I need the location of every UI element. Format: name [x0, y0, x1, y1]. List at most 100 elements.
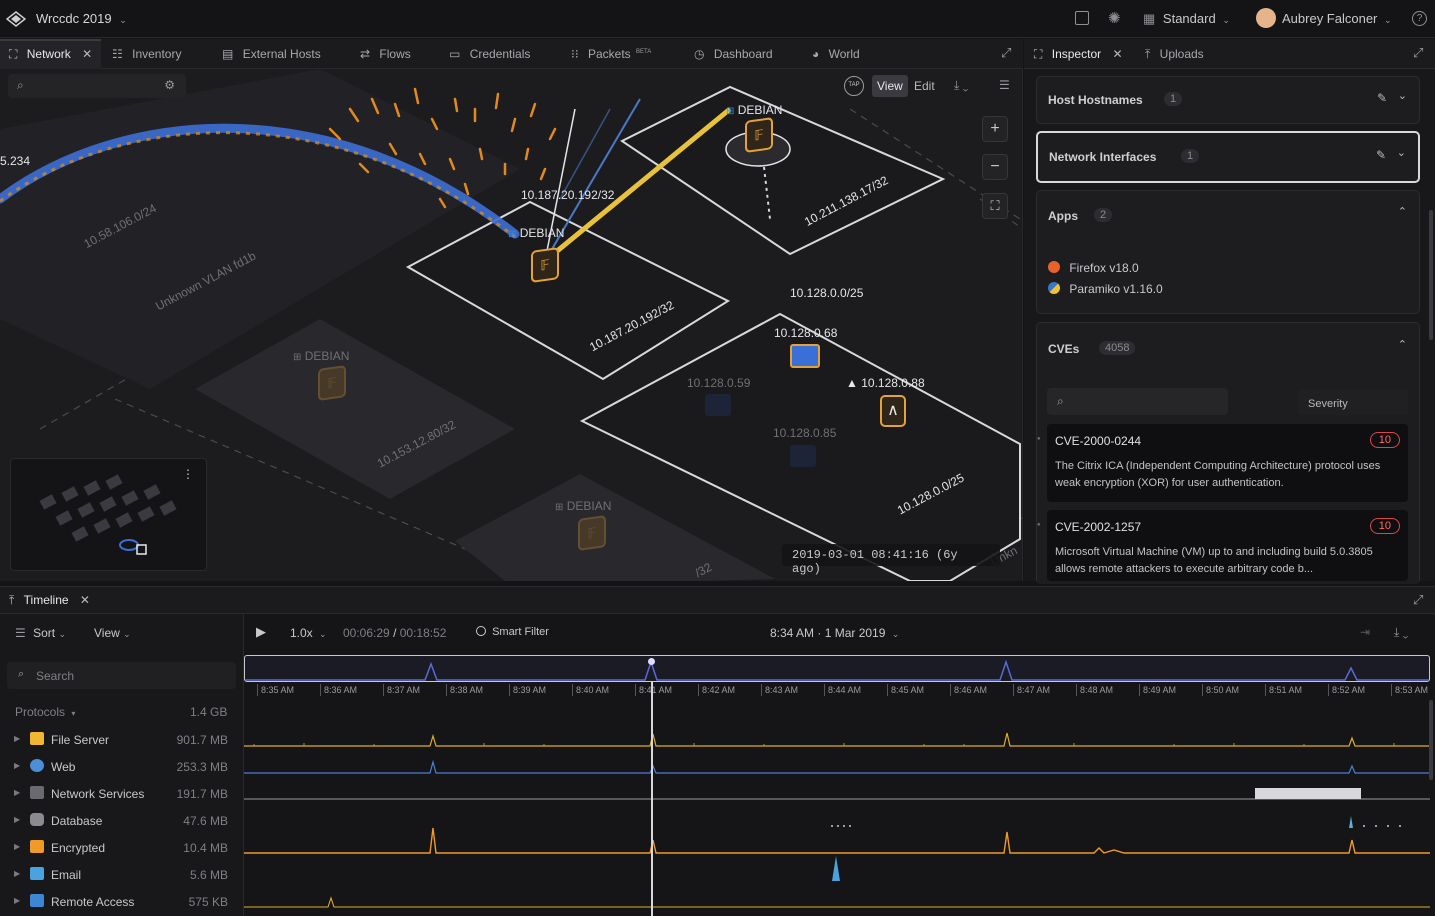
- fit-range-icon[interactable]: ⇥: [1360, 625, 1371, 639]
- close-icon[interactable]: ✕: [1112, 47, 1123, 61]
- timeline-scrollbar[interactable]: [1429, 700, 1433, 780]
- protocol-row[interactable]: ▶ File Server 901.7 MB: [0, 727, 244, 753]
- edit-mode-button[interactable]: Edit: [914, 79, 935, 93]
- expand-arrow-icon[interactable]: ▶: [14, 815, 21, 824]
- network-map[interactable]: 𝔽 𝔽 𝔽 𝔽 ∧ 5.234 10.58.106.0/24 Unknown V…: [0, 69, 1023, 581]
- current-time-selector[interactable]: 8:34 AM · 1 Mar 2019 ⌄: [770, 626, 899, 640]
- tab-inspector[interactable]: ⛶ Inspector ✕: [1034, 47, 1123, 62]
- play-box-icon[interactable]: [1075, 11, 1089, 25]
- cve-item[interactable]: CVE-2002-1257 10 Microsoft Virtual Machi…: [1047, 510, 1408, 581]
- search-icon: ⌕: [1057, 394, 1064, 408]
- encrypted-series: [244, 827, 1430, 854]
- expand-arrow-icon[interactable]: ▶: [14, 842, 21, 851]
- minimap[interactable]: ⋮: [10, 458, 207, 571]
- tab-network-active-background: [0, 39, 101, 69]
- host-debian-10-187[interactable]: 𝔽: [531, 247, 559, 283]
- severity-sort-header[interactable]: Severity: [1298, 389, 1408, 415]
- expand-arrow-icon[interactable]: ▶: [14, 734, 21, 743]
- play-button[interactable]: ▶: [256, 624, 266, 639]
- web-series: [244, 759, 1430, 774]
- timeline-search-input[interactable]: ⌕ Search: [7, 662, 236, 689]
- protocol-row[interactable]: ▶ Web 253.3 MB: [0, 754, 244, 780]
- download-icon[interactable]: ⤓ ⌄: [1394, 625, 1409, 639]
- edit-icon[interactable]: ✎: [1375, 148, 1386, 162]
- edit-icon[interactable]: ✎: [1376, 91, 1387, 105]
- cluster-icon[interactable]: ✺: [1108, 10, 1121, 27]
- protocol-size: 10.4 MB: [183, 841, 228, 855]
- inspector-scrollbar[interactable]: [1429, 210, 1433, 340]
- network-interfaces-card[interactable]: Network Interfaces 1 ✎ ⌄: [1036, 131, 1420, 183]
- chevron-down-icon: ⌄: [891, 629, 900, 639]
- cve-item[interactable]: CVE-2000-0244 10 The Citrix ICA (Indepen…: [1047, 424, 1408, 502]
- sort-menu[interactable]: ☰ Sort ⌄: [15, 626, 66, 640]
- download-icon[interactable]: ⤓ ⌄: [954, 78, 969, 92]
- help-icon[interactable]: ?: [1412, 11, 1427, 26]
- chevron-up-icon[interactable]: ⌃: [1397, 206, 1407, 218]
- tab-dashboard[interactable]: ◷ Dashboard: [694, 47, 773, 61]
- tab-inventory[interactable]: ☷ Inventory: [112, 47, 181, 61]
- tab-external-hosts[interactable]: ▤ External Hosts: [222, 47, 321, 61]
- user-menu[interactable]: Aubrey Falconer ⌄: [1282, 11, 1392, 26]
- tab-packets[interactable]: ⁝⁝ Packets BETA: [571, 47, 651, 61]
- app-logo-icon[interactable]: [6, 11, 26, 27]
- app-item[interactable]: Firefox v18.0: [1048, 261, 1139, 275]
- tab-flows[interactable]: ⇄ Flows: [360, 47, 411, 61]
- timeline-overview-brush[interactable]: [244, 655, 1430, 682]
- close-icon[interactable]: ✕: [82, 47, 93, 61]
- protocol-row[interactable]: ▶ Encrypted 10.4 MB: [0, 835, 244, 861]
- protocol-row[interactable]: ▶ Network Services 191.7 MB: [0, 781, 244, 807]
- layers-icon[interactable]: ☰: [999, 78, 1010, 92]
- host-hostnames-card[interactable]: Host Hostnames 1 ✎ ⌄: [1036, 76, 1420, 124]
- workspace-selector[interactable]: Wrccdc 2019 ⌄: [36, 11, 127, 26]
- map-search-input[interactable]: ⌕ ⚙: [8, 74, 186, 98]
- protocols-header[interactable]: Protocols ▾: [15, 705, 75, 719]
- apps-card[interactable]: Apps 2 ⌃ Firefox v18.0 Paramiko v1.16.0: [1036, 190, 1420, 314]
- expand-arrow-icon[interactable]: ▶: [14, 788, 21, 797]
- zoom-in-button[interactable]: +: [982, 116, 1008, 142]
- tab-credentials[interactable]: ▭ Credentials: [449, 47, 530, 61]
- avatar[interactable]: [1256, 8, 1276, 28]
- smart-filter-toggle[interactable]: Smart Filter: [476, 626, 549, 638]
- layout-mode-selector[interactable]: ▦ Standard ⌄: [1143, 11, 1230, 27]
- protocol-row[interactable]: ▶ Email 5.6 MB: [0, 862, 244, 888]
- protocol-traffic-chart[interactable]: [244, 700, 1435, 916]
- host-10-128-0-88[interactable]: ∧: [880, 395, 906, 427]
- tab-world[interactable]: ◕ World: [812, 47, 860, 61]
- tab-timeline[interactable]: ⤒ Timeline ✕: [9, 593, 90, 608]
- lock-icon: [30, 840, 44, 853]
- host-debian-bottom[interactable]: 𝔽: [578, 515, 606, 551]
- host-10-128-0-85[interactable]: [790, 445, 816, 467]
- playhead-handle[interactable]: [648, 658, 655, 665]
- expand-icon[interactable]: ⤢: [1413, 45, 1424, 60]
- tab-network[interactable]: ⛶ Network ✕: [9, 47, 92, 62]
- expand-icon[interactable]: ⤢: [1001, 45, 1012, 60]
- chevron-down-icon[interactable]: ⌄: [1397, 90, 1407, 102]
- zoom-out-button[interactable]: −: [982, 154, 1008, 180]
- playhead-line[interactable]: [651, 682, 653, 916]
- protocol-row[interactable]: ▶ Remote Access 575 KB: [0, 889, 244, 915]
- expand-arrow-icon[interactable]: ▶: [14, 896, 21, 905]
- tab-uploads[interactable]: ⤒ Uploads: [1145, 47, 1204, 62]
- cve-search-input[interactable]: ⌕: [1047, 388, 1228, 415]
- view-label: View: [94, 626, 120, 640]
- close-icon[interactable]: ✕: [79, 593, 90, 607]
- chevron-down-icon: ⌄: [119, 15, 127, 25]
- host-debian-10-153[interactable]: 𝔽: [318, 365, 346, 401]
- fit-view-button[interactable]: ⛶: [982, 193, 1008, 219]
- view-mode-button[interactable]: View: [872, 75, 908, 97]
- host-10-128-0-59[interactable]: [705, 394, 731, 416]
- tap-button[interactable]: TAP: [844, 76, 864, 96]
- host-10-128-0-68[interactable]: [790, 344, 820, 368]
- speed-selector[interactable]: 1.0x ⌄: [290, 626, 327, 640]
- host-debian-10-211[interactable]: 𝔽: [745, 117, 773, 153]
- protocol-row[interactable]: ▶ Database 47.6 MB: [0, 808, 244, 834]
- view-menu[interactable]: View ⌄: [94, 626, 131, 640]
- more-options-icon[interactable]: ⋮: [182, 467, 194, 481]
- expand-icon[interactable]: ⤢: [1413, 592, 1424, 607]
- chevron-down-icon[interactable]: ⌄: [1396, 147, 1406, 159]
- expand-arrow-icon[interactable]: ▶: [14, 869, 21, 878]
- app-item[interactable]: Paramiko v1.16.0: [1048, 282, 1163, 296]
- chevron-up-icon[interactable]: ⌃: [1397, 339, 1407, 351]
- settings-icon[interactable]: ⚙: [164, 78, 175, 92]
- expand-arrow-icon[interactable]: ▶: [14, 761, 21, 770]
